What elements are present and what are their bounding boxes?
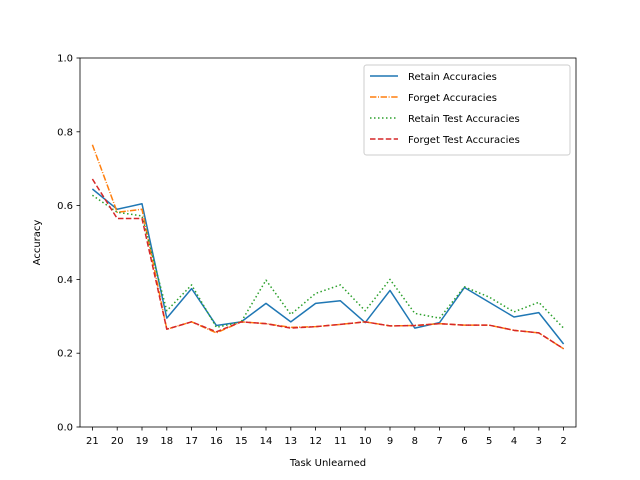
x-tick-label: 14 bbox=[260, 436, 273, 447]
series-layer bbox=[91, 144, 565, 350]
y-axis: 0.0 0.2 0.4 0.6 0.8 1.0 bbox=[57, 54, 80, 434]
x-tick-label: 21 bbox=[86, 436, 99, 447]
x-tick-label: 12 bbox=[309, 436, 322, 447]
legend: Retain Accuracies Forget Accuracies Retain… bbox=[363, 64, 571, 156]
legend-label: Retain Test Accuracies bbox=[408, 114, 520, 125]
x-tick-label: 15 bbox=[235, 436, 248, 447]
x-tick-label: 10 bbox=[359, 436, 372, 447]
legend-box bbox=[363, 64, 571, 156]
x-axis: 21 20 19 18 17 16 15 14 13 12 11 10 9 8 7 6 5 4 3 2 bbox=[86, 427, 567, 447]
y-axis-label: Accuracy bbox=[32, 220, 43, 266]
x-tick-label: 4 bbox=[511, 436, 517, 447]
legend-label: Forget Test Accuracies bbox=[408, 135, 520, 146]
x-tick-label: 18 bbox=[160, 436, 173, 447]
legend-label: Retain Accuracies bbox=[408, 72, 497, 83]
x-tick-label: 20 bbox=[111, 436, 124, 447]
x-tick-label: 11 bbox=[334, 436, 347, 447]
y-tick-label: 0.6 bbox=[57, 201, 73, 212]
legend-label: Forget Accuracies bbox=[408, 93, 497, 104]
y-tick-label: 0.4 bbox=[57, 275, 73, 286]
x-tick-label: 2 bbox=[560, 436, 566, 447]
y-tick-label: 0.0 bbox=[57, 423, 73, 434]
x-tick-label: 9 bbox=[387, 436, 393, 447]
y-tick-label: 0.8 bbox=[57, 127, 73, 138]
y-tick-label: 1.0 bbox=[57, 54, 73, 65]
series-line-4 bbox=[91, 178, 565, 350]
x-tick-label: 7 bbox=[436, 436, 442, 447]
x-tick-label: 3 bbox=[536, 436, 542, 447]
x-tick-label: 19 bbox=[136, 436, 149, 447]
plot-area-frame bbox=[79, 57, 577, 428]
x-tick-label: 8 bbox=[412, 436, 418, 447]
y-tick-label: 0.2 bbox=[57, 349, 73, 360]
series-line-1 bbox=[91, 188, 565, 345]
x-tick-label: 13 bbox=[284, 436, 297, 447]
x-tick-label: 16 bbox=[210, 436, 223, 447]
x-axis-label: Task Unlearned bbox=[289, 458, 366, 469]
x-tick-label: 17 bbox=[185, 436, 198, 447]
x-tick-label: 6 bbox=[461, 436, 467, 447]
x-tick-label: 5 bbox=[486, 436, 492, 447]
